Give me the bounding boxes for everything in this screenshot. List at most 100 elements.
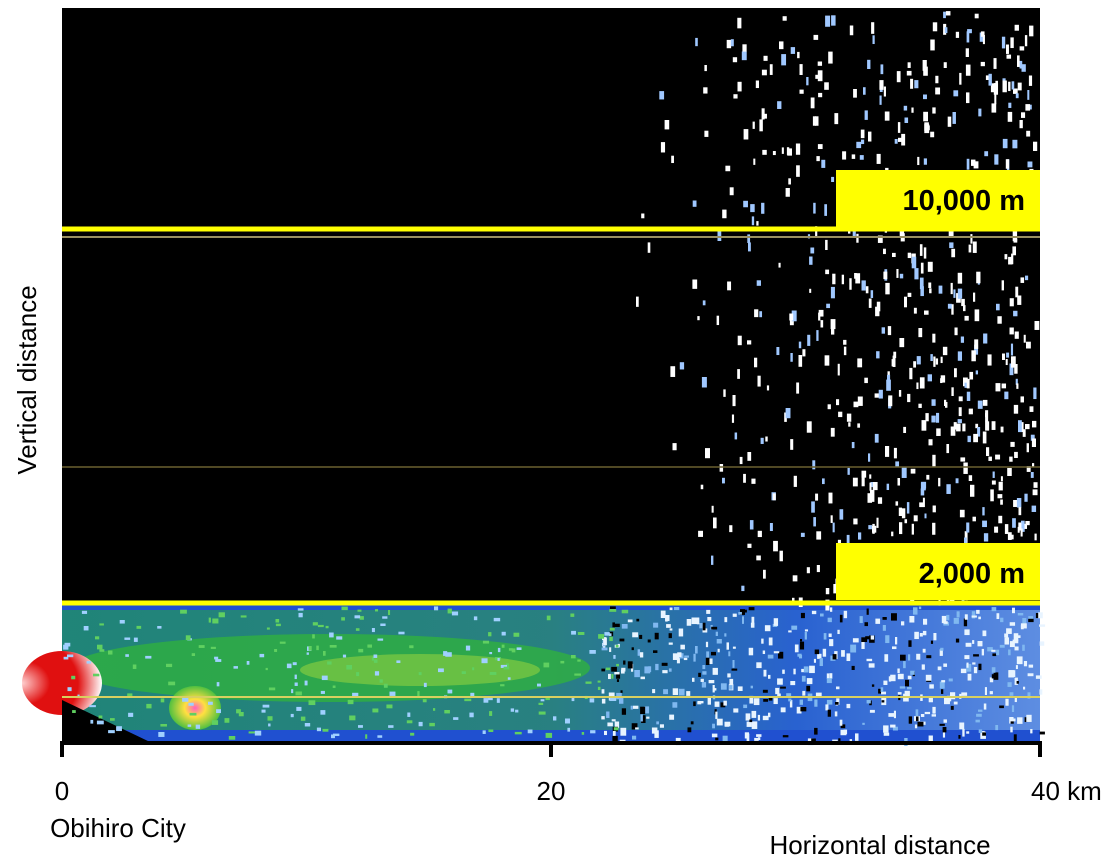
- speckle: [907, 71, 912, 76]
- speckle: [975, 14, 979, 19]
- speckle: [727, 673, 730, 677]
- speckle: [309, 646, 312, 651]
- speckle: [125, 654, 129, 657]
- speckle: [423, 699, 427, 702]
- speckle: [453, 717, 458, 720]
- speckle: [814, 700, 817, 707]
- speckle: [90, 720, 93, 724]
- speckle: [367, 645, 372, 648]
- speckle: [721, 683, 727, 689]
- speckle: [869, 663, 875, 667]
- speckle: [108, 730, 115, 733]
- speckle: [1032, 421, 1036, 428]
- speckle: [946, 484, 950, 494]
- speckle: [617, 679, 619, 682]
- speckle: [751, 623, 755, 628]
- speckle: [82, 611, 87, 614]
- speckle: [881, 64, 884, 74]
- speckle: [827, 678, 832, 683]
- speckle: [704, 131, 708, 137]
- speckle: [790, 681, 795, 685]
- speckle: [1024, 335, 1026, 343]
- speckle: [758, 531, 762, 537]
- speckle: [917, 356, 921, 364]
- speckle: [756, 221, 758, 226]
- speckle: [377, 735, 382, 737]
- speckle: [763, 651, 765, 655]
- speckle: [317, 728, 321, 732]
- speckle: [638, 649, 640, 655]
- speckle: [908, 640, 911, 647]
- speckle: [712, 724, 715, 729]
- speckle: [718, 649, 720, 652]
- speckle: [1016, 93, 1019, 98]
- speckle: [914, 80, 918, 88]
- speckle: [951, 387, 953, 396]
- speckle: [930, 354, 932, 361]
- speckle: [900, 274, 903, 279]
- speckle: [933, 506, 936, 513]
- speckle: [986, 447, 989, 456]
- speckle: [539, 712, 546, 715]
- speckle: [1012, 518, 1016, 528]
- speckle: [932, 714, 936, 716]
- speckle: [677, 652, 681, 657]
- speckle: [750, 204, 754, 212]
- speckle: [743, 201, 748, 207]
- speckle: [607, 723, 613, 727]
- speckle: [900, 655, 906, 661]
- speckle: [470, 693, 474, 696]
- speckle: [742, 44, 746, 51]
- speckle: [768, 655, 774, 659]
- speckle: [797, 654, 801, 657]
- speckle: [762, 70, 767, 76]
- speckle: [1013, 311, 1017, 316]
- speckle: [862, 471, 867, 478]
- speckle: [870, 710, 875, 713]
- speckle: [966, 523, 969, 533]
- speckle: [924, 247, 926, 258]
- speckle: [731, 39, 734, 46]
- speckle: [847, 704, 851, 708]
- speckle: [698, 673, 701, 677]
- speckle: [905, 519, 908, 523]
- x-tick-label: 40 km: [1031, 776, 1102, 806]
- speckle: [816, 693, 822, 697]
- speckle: [679, 629, 683, 637]
- speckle: [949, 679, 953, 682]
- speckle: [860, 616, 863, 623]
- speckle: [997, 316, 1001, 324]
- speckle: [994, 154, 998, 164]
- speckle: [965, 614, 968, 619]
- speckle: [821, 320, 824, 327]
- speckle: [909, 616, 914, 623]
- speckle: [727, 40, 731, 48]
- speckle: [827, 673, 829, 678]
- speckle: [712, 734, 717, 738]
- speckle: [448, 690, 453, 694]
- speckle: [858, 532, 861, 539]
- speckle: [1018, 83, 1022, 91]
- speckle: [918, 404, 921, 408]
- speckle: [1022, 618, 1026, 624]
- speckle: [429, 723, 435, 726]
- speckle: [933, 22, 937, 31]
- speckle: [635, 727, 639, 729]
- speckle: [702, 682, 706, 687]
- speckle: [809, 257, 812, 265]
- speckle: [979, 729, 982, 733]
- speckle: [918, 328, 922, 337]
- speckle: [697, 316, 699, 320]
- speckle: [916, 654, 920, 660]
- speckle: [773, 541, 778, 551]
- speckle: [899, 338, 904, 347]
- speckle: [782, 147, 784, 153]
- speckle: [983, 432, 987, 444]
- speckle: [910, 671, 915, 675]
- speckle: [956, 478, 959, 483]
- speckle: [994, 58, 997, 69]
- speckle: [990, 691, 993, 694]
- speckle: [814, 35, 819, 40]
- speckle: [856, 234, 858, 243]
- speckle: [914, 632, 919, 639]
